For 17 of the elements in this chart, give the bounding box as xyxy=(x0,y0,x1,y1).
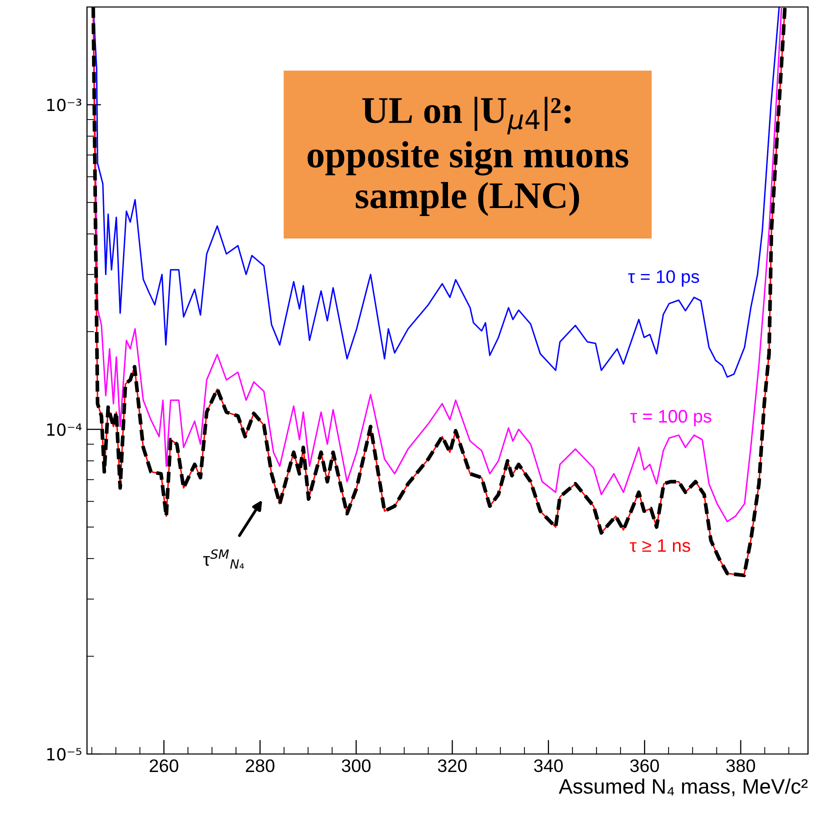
x-tick-label: 320 xyxy=(438,759,467,772)
y-tick-label: 10⁻⁵ xyxy=(47,748,82,761)
x-axis-title: Assumed N₄ mass, MeV/c² xyxy=(558,778,808,796)
y-tick-label: 10⁻³ xyxy=(47,98,82,112)
series-label: τ = 10 ps xyxy=(628,270,700,287)
line-series xyxy=(92,7,780,378)
x-tick-label: 360 xyxy=(630,759,659,772)
x-tick-label: 280 xyxy=(246,759,274,772)
series-label: τ = 100 ps xyxy=(630,410,712,426)
annotation: τ$^{SM}$$_{N₄}$ xyxy=(203,549,244,569)
series-label: τ ≥ 1 ns xyxy=(630,539,690,552)
x-tick-label: 340 xyxy=(534,759,563,772)
x-tick-label: 300 xyxy=(342,759,371,772)
x-tick-label: 380 xyxy=(726,759,756,772)
y-tick-label: 10⁻⁴ xyxy=(47,423,82,436)
text: UL on |U$_{μ4}$|²: opposite sign muons sample (LNC) xyxy=(308,96,628,216)
x-tick-label: 260 xyxy=(150,759,178,772)
